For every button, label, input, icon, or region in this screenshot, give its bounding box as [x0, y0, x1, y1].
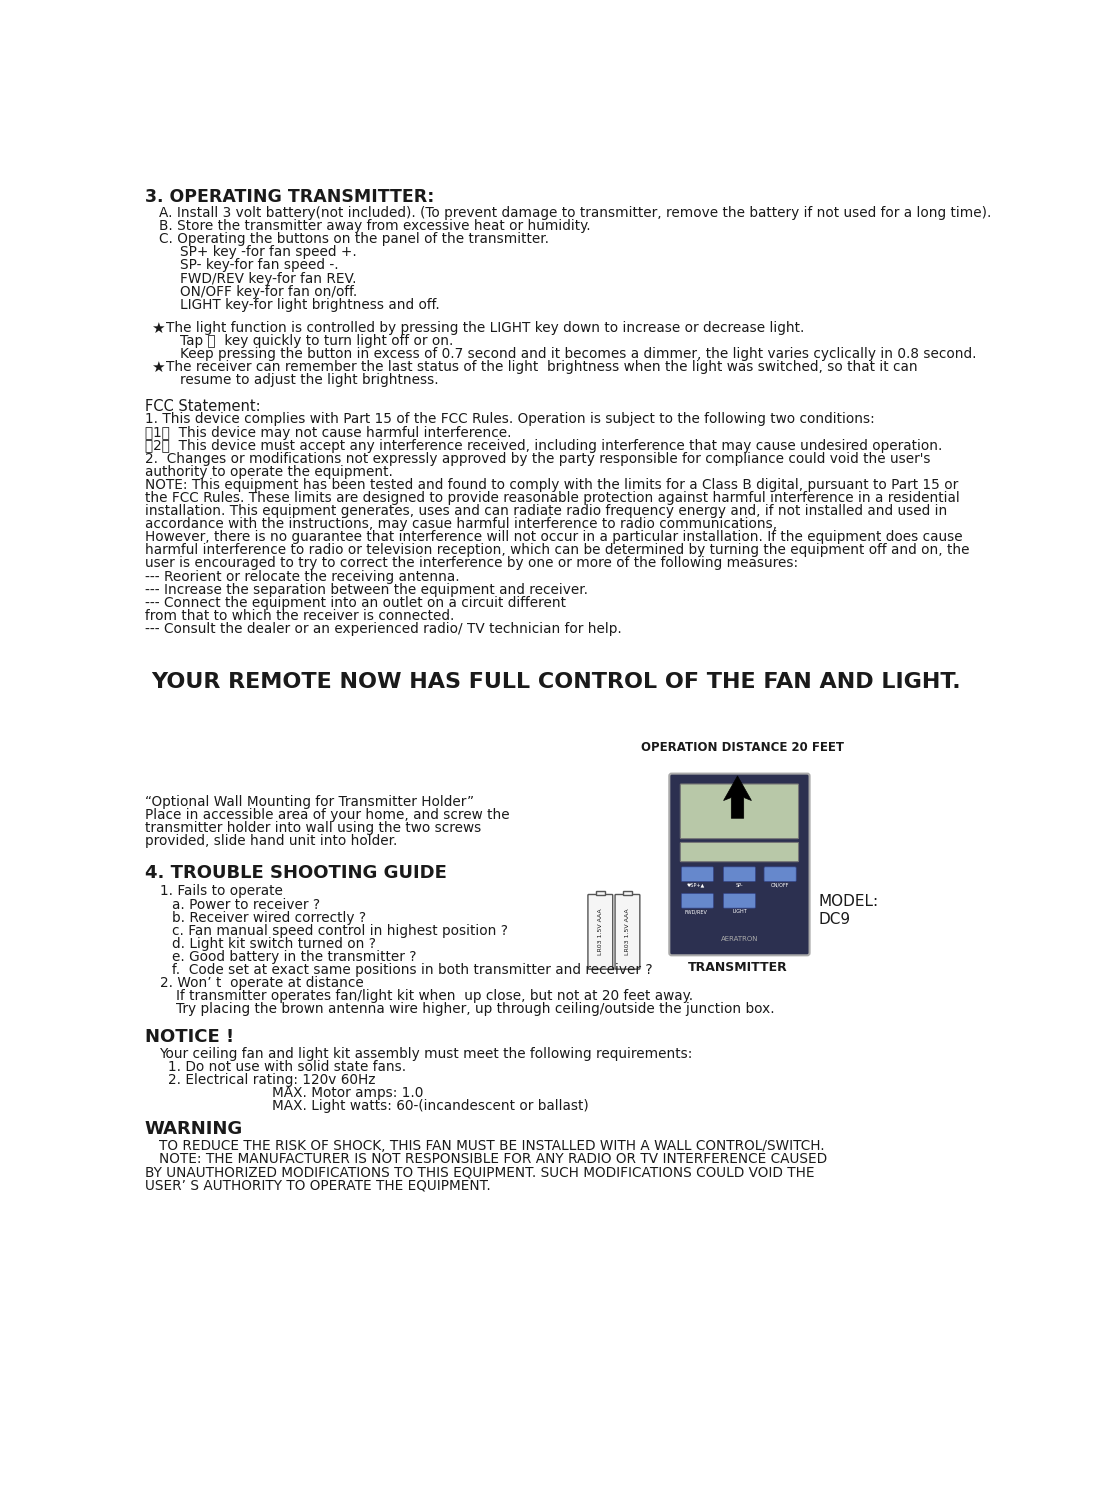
Text: NOTE: This equipment has been tested and found to comply with the limits for a C: NOTE: This equipment has been tested and… — [145, 478, 958, 491]
Text: f.  Code set at exact same positions in both transmitter and receiver ?: f. Code set at exact same positions in b… — [172, 963, 653, 976]
Text: accordance with the instructions, may casue harmful interference to radio commun: accordance with the instructions, may ca… — [145, 517, 776, 532]
Text: NOTE: THE MANUFACTURER IS NOT RESPONSIBLE FOR ANY RADIO OR TV INTERFERENCE CAUSE: NOTE: THE MANUFACTURER IS NOT RESPONSIBL… — [159, 1153, 827, 1166]
Text: MAX. Motor amps: 1.0: MAX. Motor amps: 1.0 — [273, 1087, 424, 1100]
Text: FWD/REV: FWD/REV — [684, 909, 707, 914]
Text: resume to adjust the light brightness.: resume to adjust the light brightness. — [180, 373, 438, 387]
Text: from that to which the receiver is connected.: from that to which the receiver is conne… — [145, 609, 454, 623]
Text: 1. Fails to operate: 1. Fails to operate — [160, 884, 283, 899]
Text: Tap Ⓢ  key quickly to turn light off or on.: Tap Ⓢ key quickly to turn light off or o… — [180, 334, 453, 348]
FancyBboxPatch shape — [764, 867, 796, 881]
Text: （2）  This device must accept any interference received, including interference t: （2） This device must accept any interfer… — [145, 439, 942, 452]
Text: TO REDUCE THE RISK OF SHOCK, THIS FAN MUST BE INSTALLED WITH A WALL CONTROL/SWIT: TO REDUCE THE RISK OF SHOCK, THIS FAN MU… — [159, 1139, 825, 1154]
Text: SP+ key -for fan speed +.: SP+ key -for fan speed +. — [180, 245, 356, 260]
Text: Your ceiling fan and light kit assembly must meet the following requirements:: Your ceiling fan and light kit assembly … — [159, 1047, 692, 1062]
Text: ★: ★ — [151, 360, 164, 375]
Text: 3. OPERATING TRANSMITTER:: 3. OPERATING TRANSMITTER: — [145, 188, 434, 206]
Text: provided, slide hand unit into holder.: provided, slide hand unit into holder. — [145, 835, 397, 848]
Text: LIGHT: LIGHT — [733, 909, 747, 914]
FancyBboxPatch shape — [724, 867, 756, 881]
Text: SP-: SP- — [736, 882, 744, 888]
Text: FWD/REV key-for fan REV.: FWD/REV key-for fan REV. — [180, 272, 356, 285]
Text: Place in accessible area of your home, and screw the: Place in accessible area of your home, a… — [145, 808, 509, 823]
Text: ★: ★ — [151, 321, 164, 336]
Text: --- Reorient or relocate the receiving antenna.: --- Reorient or relocate the receiving a… — [145, 569, 459, 584]
Text: LIGHT key-for light brightness and off.: LIGHT key-for light brightness and off. — [180, 297, 439, 312]
Text: AERATRON: AERATRON — [721, 936, 758, 942]
Text: LR03 1.5V AAA: LR03 1.5V AAA — [598, 909, 603, 956]
Text: transmitter holder into wall using the two screws: transmitter holder into wall using the t… — [145, 821, 481, 836]
Text: --- Connect the equipment into an outlet on a circuit different: --- Connect the equipment into an outlet… — [145, 596, 566, 609]
Text: ON/OFF key-for fan on/off.: ON/OFF key-for fan on/off. — [180, 285, 357, 299]
Text: authority to operate the equipment.: authority to operate the equipment. — [145, 464, 392, 479]
Text: WARNING: WARNING — [145, 1120, 243, 1138]
Text: MAX. Light watts: 60-(incandescent or ballast): MAX. Light watts: 60-(incandescent or ba… — [273, 1099, 589, 1114]
FancyBboxPatch shape — [623, 891, 632, 896]
Text: --- Consult the dealer or an experienced radio/ TV technician for help.: --- Consult the dealer or an experienced… — [145, 623, 621, 636]
FancyBboxPatch shape — [724, 893, 756, 908]
Text: However, there is no guarantee that interference will not occur in a particular : However, there is no guarantee that inte… — [145, 530, 963, 545]
Text: A. Install 3 volt battery(not included). (To prevent damage to transmitter, remo: A. Install 3 volt battery(not included).… — [159, 206, 991, 219]
Text: 2. Electrical rating: 120v 60Hz: 2. Electrical rating: 120v 60Hz — [168, 1073, 376, 1087]
FancyBboxPatch shape — [615, 894, 639, 969]
FancyBboxPatch shape — [680, 784, 798, 839]
Text: 4. TROUBLE SHOOTING GUIDE: 4. TROUBLE SHOOTING GUIDE — [145, 864, 447, 882]
Text: （1）  This device may not cause harmful interference.: （1） This device may not cause harmful in… — [145, 426, 511, 439]
Text: OPERATION DISTANCE 20 FEET: OPERATION DISTANCE 20 FEET — [641, 741, 843, 754]
Text: 2. Won’ t  operate at distance: 2. Won’ t operate at distance — [160, 976, 364, 990]
Text: 1. This device complies with Part 15 of the FCC Rules. Operation is subject to t: 1. This device complies with Part 15 of … — [145, 412, 875, 427]
Text: BY UNAUTHORIZED MODIFICATIONS TO THIS EQUIPMENT. SUCH MODIFICATIONS COULD VOID T: BY UNAUTHORIZED MODIFICATIONS TO THIS EQ… — [145, 1166, 814, 1179]
Text: Keep pressing the button in excess of 0.7 second and it becomes a dimmer, the li: Keep pressing the button in excess of 0.… — [180, 346, 976, 361]
Text: the FCC Rules. These limits are designed to provide reasonable protection agains: the FCC Rules. These limits are designed… — [145, 491, 959, 505]
Text: a. Power to receiver ?: a. Power to receiver ? — [172, 897, 320, 912]
Text: b. Receiver wired correctly ?: b. Receiver wired correctly ? — [172, 911, 366, 924]
Text: 2.  Changes or modifications not expressly approved by the party responsible for: 2. Changes or modifications not expressl… — [145, 452, 930, 466]
Text: e. Good battery in the transmitter ?: e. Good battery in the transmitter ? — [172, 950, 416, 964]
Text: C. Operating the buttons on the panel of the transmitter.: C. Operating the buttons on the panel of… — [159, 233, 549, 246]
Text: d. Light kit switch turned on ?: d. Light kit switch turned on ? — [172, 936, 376, 951]
Text: The light function is controlled by pressing the LIGHT key down to increase or d: The light function is controlled by pres… — [166, 321, 805, 334]
Text: ON/OFF: ON/OFF — [771, 882, 789, 888]
Text: FCC Statement:: FCC Statement: — [145, 400, 261, 415]
FancyBboxPatch shape — [669, 773, 809, 956]
Text: MODEL:
DC9: MODEL: DC9 — [819, 894, 879, 927]
Text: “Optional Wall Mounting for Transmitter Holder”: “Optional Wall Mounting for Transmitter … — [145, 796, 474, 809]
FancyBboxPatch shape — [681, 893, 714, 908]
Polygon shape — [724, 776, 751, 818]
FancyBboxPatch shape — [680, 842, 798, 861]
Text: USER’ S AUTHORITY TO OPERATE THE EQUIPMENT.: USER’ S AUTHORITY TO OPERATE THE EQUIPME… — [145, 1178, 491, 1193]
Text: If transmitter operates fan/light kit when  up close, but not at 20 feet away.: If transmitter operates fan/light kit wh… — [175, 990, 693, 1003]
Text: SP- key-for fan speed -.: SP- key-for fan speed -. — [180, 258, 338, 272]
Text: installation. This equipment generates, uses and can radiate radio frequency ene: installation. This equipment generates, … — [145, 505, 947, 518]
Text: ♥SP+▲: ♥SP+▲ — [687, 882, 705, 888]
Text: B. Store the transmitter away from excessive heat or humidity.: B. Store the transmitter away from exces… — [159, 219, 590, 233]
FancyBboxPatch shape — [596, 891, 604, 896]
FancyBboxPatch shape — [681, 867, 714, 881]
Text: harmful interference to radio or television reception, which can be determined b: harmful interference to radio or televis… — [145, 543, 969, 557]
Text: --- Increase the separation between the equipment and receiver.: --- Increase the separation between the … — [145, 582, 588, 597]
FancyBboxPatch shape — [588, 894, 613, 969]
Text: Try placing the brown antenna wire higher, up through ceiling/outside the juncti: Try placing the brown antenna wire highe… — [175, 1002, 774, 1017]
Text: YOUR REMOTE NOW HAS FULL CONTROL OF THE FAN AND LIGHT.: YOUR REMOTE NOW HAS FULL CONTROL OF THE … — [151, 672, 960, 691]
Text: user is encouraged to try to correct the interference by one or more of the foll: user is encouraged to try to correct the… — [145, 557, 798, 570]
Text: c. Fan manual speed control in highest position ?: c. Fan manual speed control in highest p… — [172, 924, 508, 938]
Text: 1. Do not use with solid state fans.: 1. Do not use with solid state fans. — [168, 1060, 406, 1073]
Text: The receiver can remember the last status of the light  brightness when the ligh: The receiver can remember the last statu… — [166, 360, 918, 375]
Text: TRANSMITTER: TRANSMITTER — [688, 960, 787, 973]
Text: LR03 1.5V AAA: LR03 1.5V AAA — [625, 909, 630, 956]
Text: NOTICE !: NOTICE ! — [145, 1029, 233, 1047]
